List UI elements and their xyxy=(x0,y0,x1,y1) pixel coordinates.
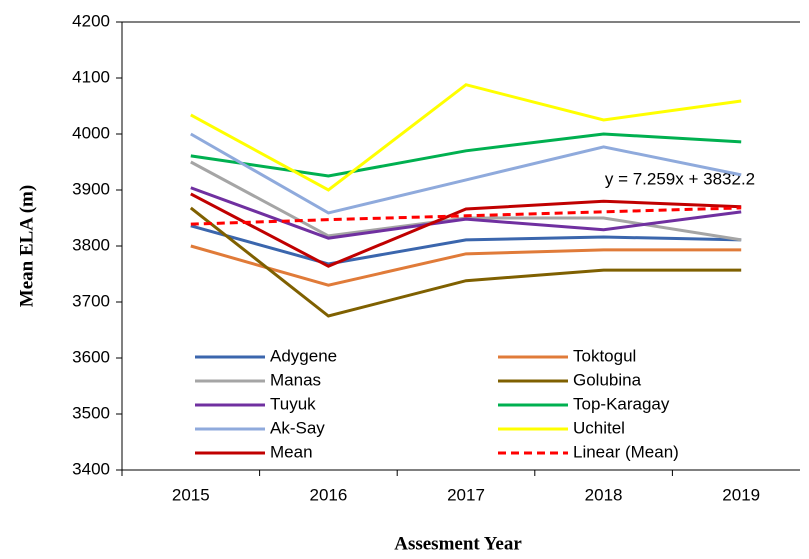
y-tick-label: 4100 xyxy=(72,67,110,86)
series-line xyxy=(189,206,742,318)
legend-label: Mean xyxy=(270,442,313,461)
y-tick-label: 3800 xyxy=(72,235,110,254)
legend-label: Top-Karagay xyxy=(573,394,670,413)
series-line xyxy=(190,224,742,266)
x-tick-label: 2015 xyxy=(172,485,210,504)
legend-label: Golubina xyxy=(573,370,642,389)
legend-label: Uchitel xyxy=(573,418,625,437)
legend-label: Linear (Mean) xyxy=(573,442,679,461)
legend-label: Adygene xyxy=(270,346,337,365)
x-tick-label: 2016 xyxy=(309,485,347,504)
legend-label: Toktogul xyxy=(573,346,636,365)
x-axis-label: Assesment Year xyxy=(394,533,522,554)
series-line xyxy=(190,132,742,178)
series-line xyxy=(190,244,742,287)
trend-annotation: y = 7.259x + 3832.2 xyxy=(605,169,755,188)
legend-label: Ak-Say xyxy=(270,418,325,437)
x-tick-label: 2019 xyxy=(722,485,760,504)
series-line xyxy=(190,206,742,226)
y-tick-label: 3700 xyxy=(72,291,110,310)
y-tick-label: 4000 xyxy=(72,123,110,142)
series-line xyxy=(190,83,742,192)
y-tick-label: 3900 xyxy=(72,179,110,198)
y-tick-label: 3500 xyxy=(72,403,110,422)
y-tick-label: 3400 xyxy=(72,459,110,478)
x-tick-label: 2017 xyxy=(447,485,485,504)
legend-label: Manas xyxy=(270,370,321,389)
series-line xyxy=(190,192,742,268)
series-line xyxy=(190,186,742,240)
y-axis-label: Mean ELA (m) xyxy=(16,185,37,307)
y-tick-label: 3600 xyxy=(72,347,110,366)
legend-label: Tuyuk xyxy=(270,394,316,413)
x-tick-label: 2018 xyxy=(585,485,623,504)
y-tick-label: 4200 xyxy=(72,11,110,30)
series-line xyxy=(190,132,742,215)
